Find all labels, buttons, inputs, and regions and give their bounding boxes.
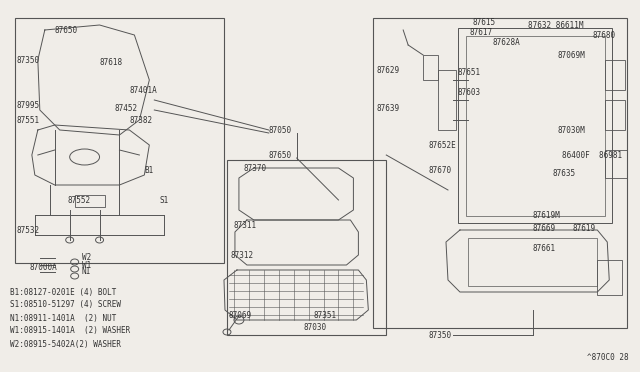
Text: 87632 86611M: 87632 86611M	[527, 20, 583, 29]
Text: 87350: 87350	[428, 330, 451, 340]
Text: 87650: 87650	[269, 151, 292, 160]
Text: 87552: 87552	[68, 196, 91, 205]
Text: 87650: 87650	[55, 26, 78, 35]
Bar	[227, 160, 387, 335]
Text: 87619: 87619	[572, 224, 596, 232]
Text: W2: W2	[82, 253, 91, 263]
Text: N1: N1	[82, 267, 91, 276]
Text: 87619M: 87619M	[532, 211, 561, 219]
Bar	[605, 100, 625, 130]
Text: B1: B1	[145, 166, 154, 174]
Bar	[466, 36, 605, 216]
Text: 87639: 87639	[376, 103, 399, 112]
Text: 87030M: 87030M	[557, 125, 585, 135]
Text: 87629: 87629	[376, 65, 399, 74]
Text: B1:08127-0201E (4) BOLT: B1:08127-0201E (4) BOLT	[10, 288, 116, 296]
Text: 87635: 87635	[552, 169, 575, 177]
Text: 87312: 87312	[231, 250, 254, 260]
Text: W1: W1	[82, 260, 91, 269]
Text: 87350: 87350	[17, 55, 40, 64]
Bar	[423, 55, 438, 80]
Bar	[15, 18, 224, 263]
Text: 87670: 87670	[428, 166, 451, 174]
Text: 86400F  86981: 86400F 86981	[563, 151, 623, 160]
Bar	[597, 260, 622, 295]
Text: 87050: 87050	[269, 125, 292, 135]
Text: 87617: 87617	[470, 28, 493, 36]
Text: 87995: 87995	[17, 100, 40, 109]
Text: 87370: 87370	[244, 164, 267, 173]
Text: ^870C0 28: ^870C0 28	[588, 353, 629, 362]
Text: 87661: 87661	[532, 244, 556, 253]
Text: 87651: 87651	[458, 67, 481, 77]
Text: 87382: 87382	[129, 115, 152, 125]
Bar	[605, 60, 625, 90]
Text: 87680: 87680	[593, 31, 616, 39]
Text: 87452: 87452	[115, 103, 138, 112]
Text: 87652E: 87652E	[428, 141, 456, 150]
Text: W1:08915-1401A  (2) WASHER: W1:08915-1401A (2) WASHER	[10, 327, 130, 336]
Text: N1:08911-1401A  (2) NUT: N1:08911-1401A (2) NUT	[10, 314, 116, 323]
Bar	[438, 70, 456, 130]
Text: 87030: 87030	[303, 324, 327, 333]
Bar	[373, 18, 627, 328]
Text: W2:08915-5402A(2) WASHER: W2:08915-5402A(2) WASHER	[10, 340, 121, 349]
Bar	[75, 195, 104, 207]
Text: 87532: 87532	[17, 225, 40, 234]
Text: 87628A: 87628A	[493, 38, 520, 46]
Text: 87603: 87603	[458, 87, 481, 96]
Text: 87401A: 87401A	[129, 86, 157, 94]
Text: 87069M: 87069M	[557, 51, 585, 60]
Text: S1: S1	[159, 196, 168, 205]
Text: 87551: 87551	[17, 115, 40, 125]
Text: 87069: 87069	[229, 311, 252, 320]
Bar	[458, 28, 612, 223]
Text: 87351: 87351	[314, 311, 337, 320]
Text: 87615: 87615	[473, 17, 496, 26]
Text: 87669: 87669	[532, 224, 556, 232]
Bar	[605, 150, 627, 178]
Text: 87618: 87618	[100, 58, 123, 67]
Text: 87000A: 87000A	[30, 263, 58, 273]
Text: 87311: 87311	[234, 221, 257, 230]
Text: S1:08510-51297 (4) SCREW: S1:08510-51297 (4) SCREW	[10, 301, 121, 310]
Bar	[468, 238, 597, 286]
